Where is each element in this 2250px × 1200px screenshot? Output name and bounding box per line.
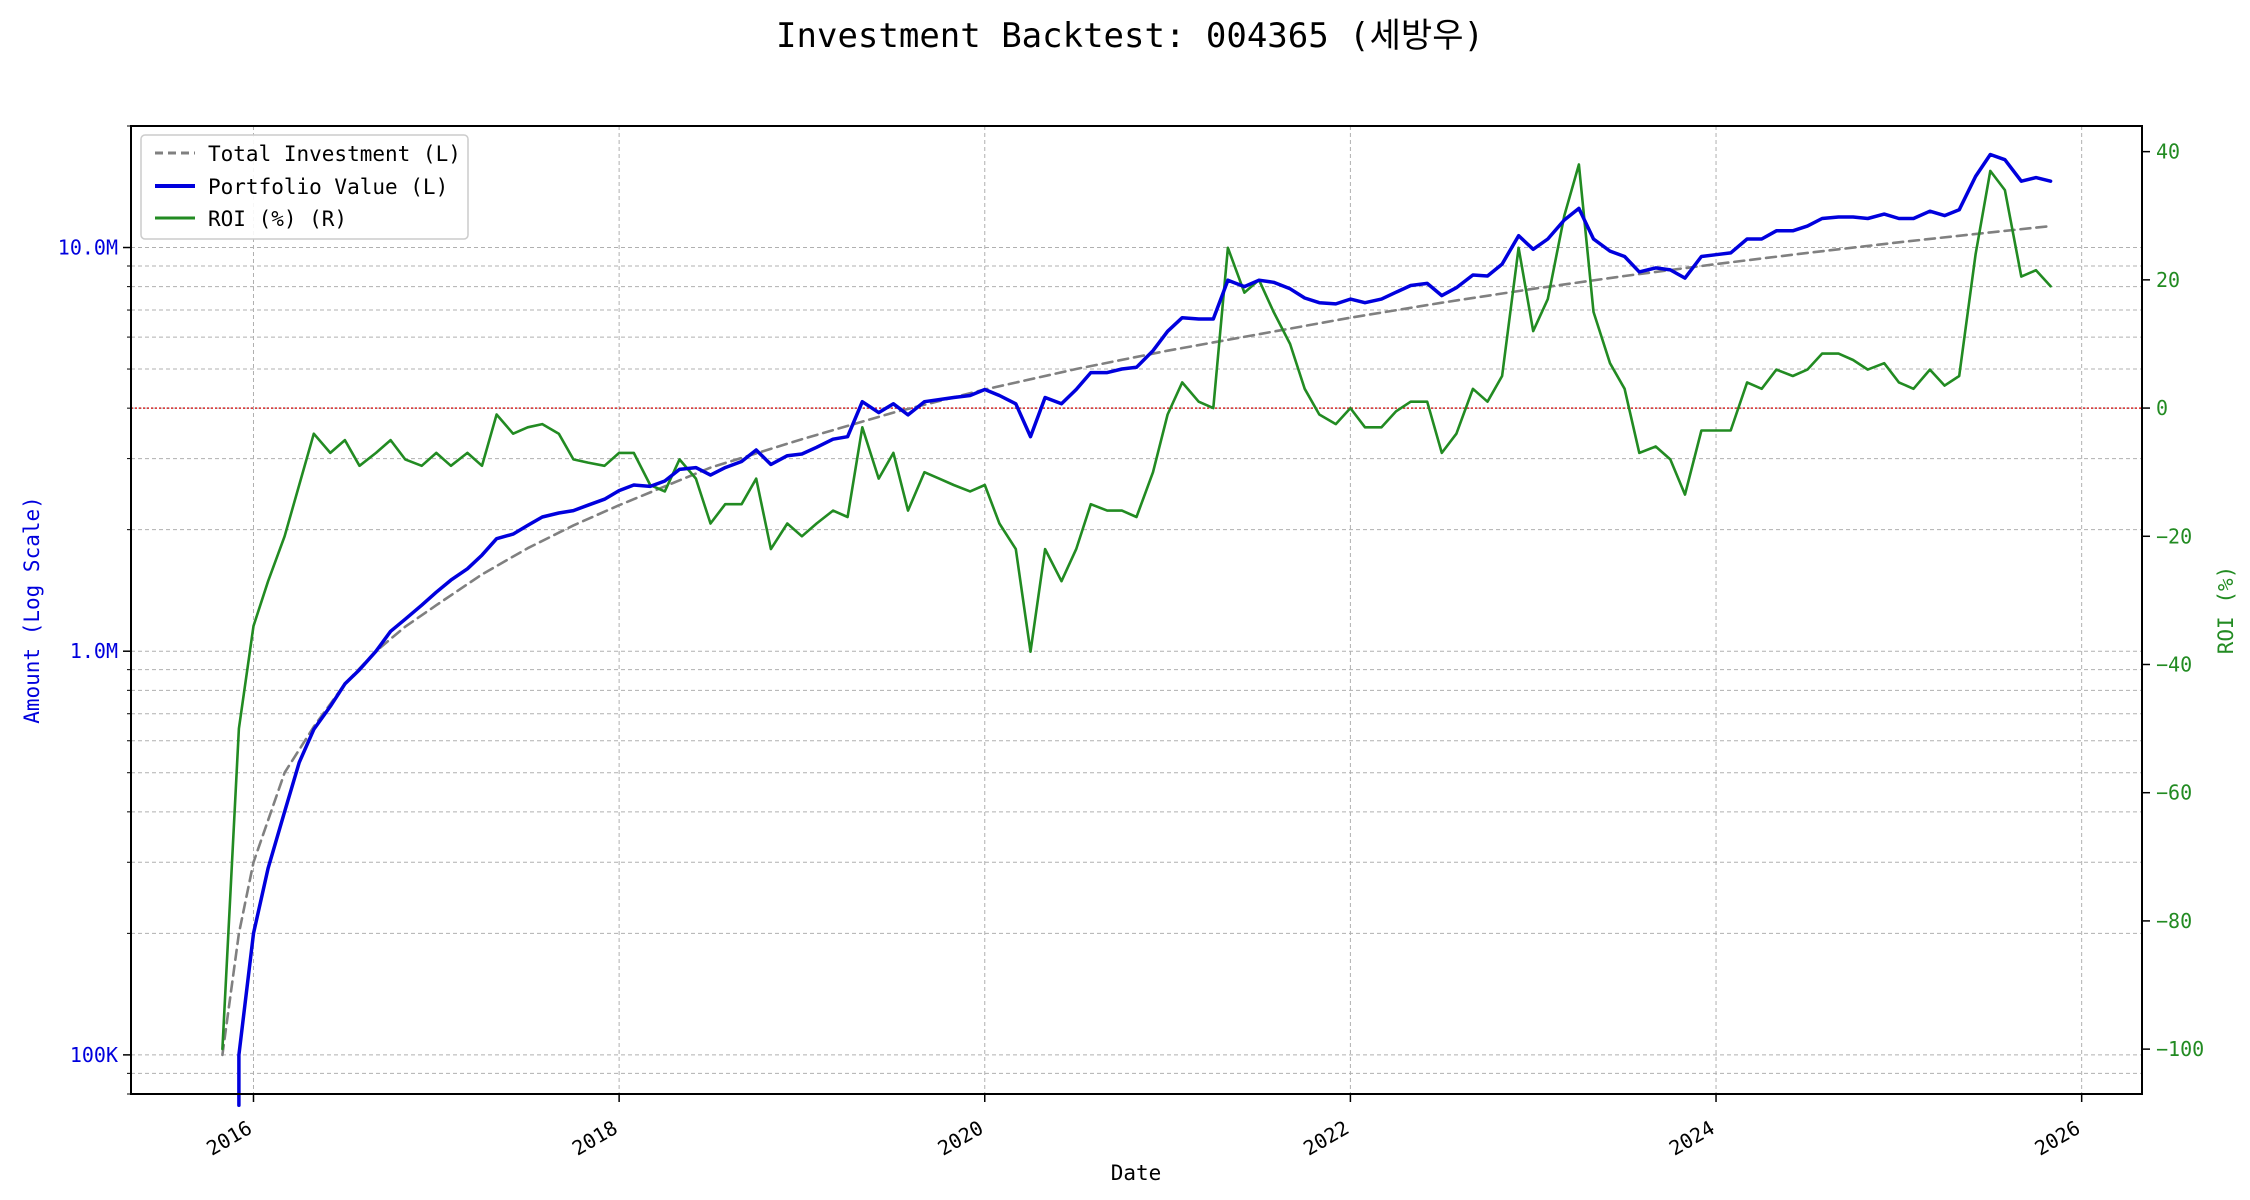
x-axis-ticks: 2016 2018 2020 2022 2024 2026 xyxy=(202,1094,2084,1160)
y-left-tick-label-100000: 100K xyxy=(70,1043,118,1067)
x-tick-label-2026: 2026 xyxy=(2030,1116,2084,1161)
y-right-tick-label-0: 0 xyxy=(2156,396,2168,420)
legend-box xyxy=(140,134,469,240)
y-left-axis-label: Amount (Log Scale) xyxy=(20,496,44,724)
y-right-tick-label--60: −60 xyxy=(2156,781,2192,805)
plot-frame xyxy=(130,125,2143,1095)
legend: Total Investment (L) Portfolio Value (L)… xyxy=(140,134,469,240)
y-right-axis-label: ROI (%) xyxy=(2214,566,2238,655)
y-left-tick-label-10000000: 10.0M xyxy=(58,236,118,260)
series-line-total-investment-l xyxy=(221,224,2052,1057)
series-line-roi-r xyxy=(221,163,2052,1051)
legend-label-total-investment: Total Investment (L) xyxy=(208,142,461,166)
y-right-tick-label-20: 20 xyxy=(2156,268,2180,292)
y-right-axis-ticks: −100 −80 −60 −40 −20 0 20 40 xyxy=(2142,140,2204,1061)
x-axis-label: Date xyxy=(1111,1161,1162,1185)
y-right-tick-label--80: −80 xyxy=(2156,909,2192,933)
y-left-tick-label-1000000: 1.0M xyxy=(70,639,118,663)
y-right-tick-label--40: −40 xyxy=(2156,652,2192,676)
x-tick-label-2022: 2022 xyxy=(1299,1116,1353,1161)
chart-title: Investment Backtest: 004365 (세방우) xyxy=(776,16,1484,56)
y-right-tick-label-40: 40 xyxy=(2156,140,2180,164)
series-line-portfolio-value-l xyxy=(237,152,2053,1108)
x-tick-label-2018: 2018 xyxy=(568,1116,622,1161)
legend-label-portfolio-value: Portfolio Value (L) xyxy=(208,175,448,199)
y-left-axis-ticks: 100K 1.0M 10.0M xyxy=(58,125,131,1095)
x-tick-label-2020: 2020 xyxy=(934,1116,988,1161)
x-tick-label-2024: 2024 xyxy=(1665,1116,1719,1161)
legend-label-roi: ROI (%) (R) xyxy=(208,207,347,231)
series-lines xyxy=(221,152,2053,1108)
y-right-tick-label--20: −20 xyxy=(2156,524,2192,548)
x-tick-label-2016: 2016 xyxy=(202,1116,256,1161)
grid-lines xyxy=(131,125,2142,1095)
y-right-tick-label--100: −100 xyxy=(2156,1037,2204,1061)
